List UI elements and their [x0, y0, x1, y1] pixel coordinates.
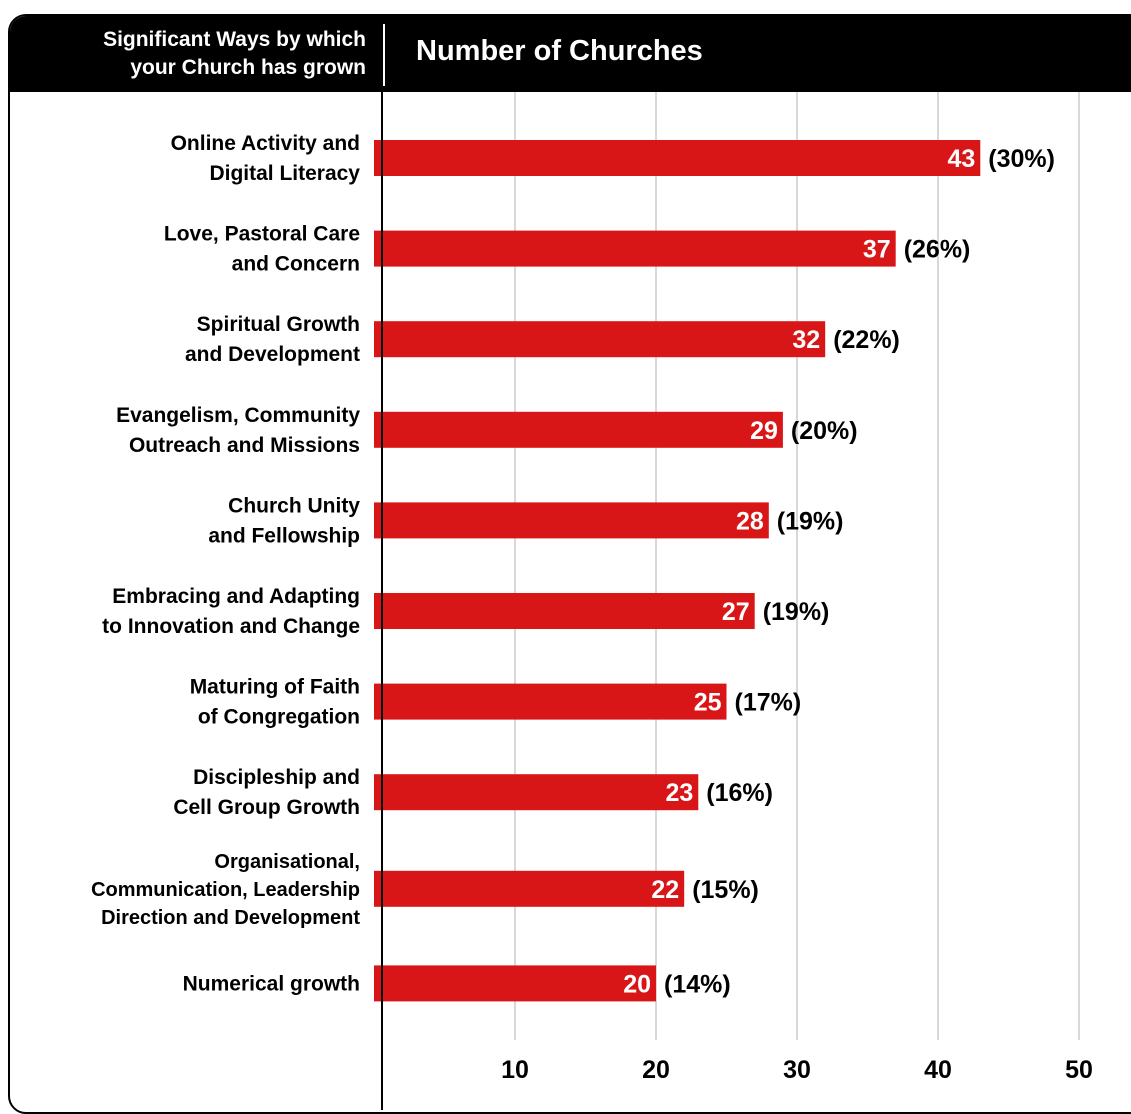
category-label: Evangelism, Community — [116, 404, 360, 427]
category-label: Organisational, — [214, 851, 360, 873]
category-label: of Congregation — [198, 706, 360, 729]
x-tick-label: 30 — [783, 1056, 811, 1084]
bar — [374, 321, 826, 358]
chart-frame: Significant Ways by which your Church ha… — [8, 14, 1131, 1114]
bar — [374, 965, 656, 1002]
bar-value-label: 22 — [651, 876, 679, 904]
bar-value-label: 20 — [623, 970, 651, 998]
category-label: Embracing and Adapting — [112, 585, 360, 608]
bar — [374, 683, 727, 720]
bar-value-label: 37 — [863, 236, 891, 264]
bar-percent-label: (15%) — [692, 876, 759, 904]
category-axis-title-line2: your Church has grown — [130, 56, 366, 79]
bar-value-label: 29 — [750, 417, 778, 445]
category-label: Digital Literacy — [209, 162, 360, 185]
bar-percent-label: (19%) — [763, 598, 830, 626]
bar-percent-label: (19%) — [777, 507, 844, 535]
category-label: Spiritual Growth — [197, 313, 360, 336]
bar-value-label: 25 — [694, 689, 722, 717]
bar — [374, 774, 699, 811]
category-label: Cell Group Growth — [173, 796, 360, 819]
bar-percent-label: (26%) — [904, 236, 971, 264]
value-axis-title: Number of Churches — [416, 35, 703, 67]
bar-value-label: 23 — [665, 779, 693, 807]
category-label: Maturing of Faith — [190, 676, 360, 699]
bar — [374, 593, 755, 629]
category-label: Online Activity and — [171, 132, 360, 155]
x-tick-label: 20 — [642, 1056, 670, 1084]
bar — [374, 230, 896, 267]
category-axis-title: Significant Ways by which your Church ha… — [10, 26, 366, 82]
bar — [374, 870, 685, 907]
category-axis-title-line1: Significant Ways by which — [103, 28, 366, 51]
category-label: Church Unity — [228, 494, 360, 517]
category-label: Discipleship and — [193, 766, 360, 789]
category-label: and Fellowship — [208, 524, 360, 547]
bar-percent-label: (17%) — [735, 689, 802, 717]
category-label: Love, Pastoral Care — [164, 223, 360, 246]
bar-percent-label: (30%) — [988, 145, 1055, 173]
bar-percent-label: (14%) — [664, 970, 731, 998]
category-label: and Development — [185, 343, 360, 366]
bar-value-label: 43 — [947, 145, 975, 173]
bar — [374, 502, 769, 539]
bar-percent-label: (16%) — [706, 779, 773, 807]
category-label: Outreach and Missions — [129, 434, 360, 457]
header-separator — [383, 24, 385, 86]
bar-percent-label: (20%) — [791, 417, 858, 445]
bar-value-label: 28 — [736, 507, 764, 535]
category-label: and Concern — [232, 253, 360, 276]
x-tick-label: 40 — [924, 1056, 952, 1084]
x-tick-label: 50 — [1065, 1056, 1093, 1084]
x-tick-label: 10 — [501, 1056, 529, 1084]
chart-header: Significant Ways by which your Church ha… — [10, 16, 1131, 92]
category-label: Communication, Leadership — [91, 879, 360, 901]
bar — [374, 140, 981, 176]
category-axis-line — [381, 90, 383, 1110]
category-label: to Innovation and Change — [102, 615, 360, 638]
bar-value-label: 27 — [722, 598, 750, 626]
category-label: Direction and Development — [101, 907, 360, 929]
bar — [374, 411, 783, 448]
bar-value-label: 32 — [792, 326, 820, 354]
bar-percent-label: (22%) — [833, 326, 900, 354]
category-label: Numerical growth — [183, 972, 360, 995]
